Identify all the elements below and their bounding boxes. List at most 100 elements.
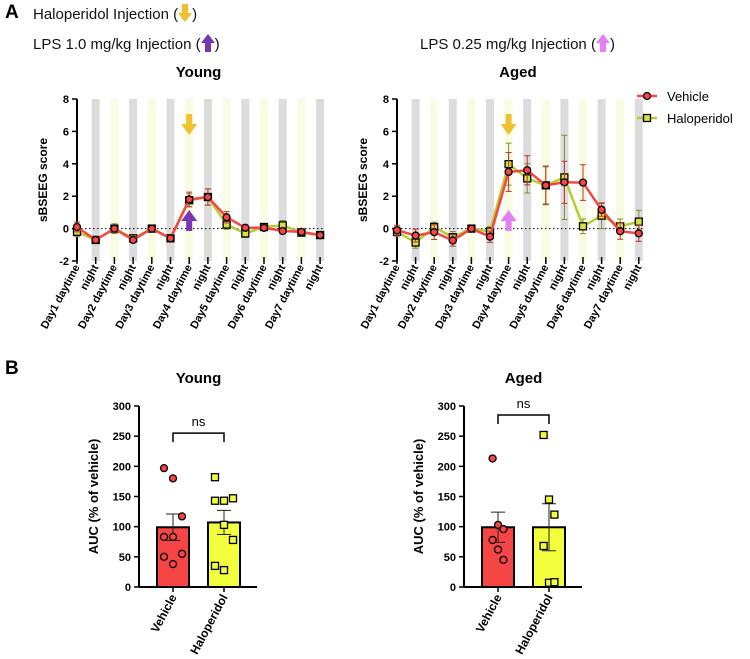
data-point-vehicle — [616, 227, 625, 236]
x-tick-label: Haloperidol — [187, 592, 230, 657]
data-point-vehicle — [91, 235, 100, 245]
x-tick-label: Haloperidol — [512, 592, 555, 657]
y-tick-label: 50 — [444, 552, 456, 564]
bar-chart-aged: Aged 0 50 100 150 200 250 300 AUC (% of vehicle)… — [411, 370, 582, 657]
y-tick-label: -2 — [59, 256, 69, 268]
y-tick-label: 8 — [63, 94, 69, 106]
data-point-vehicle — [560, 178, 569, 187]
y-tick-label: 2 — [63, 191, 69, 203]
y-axis-label: AUC (% of vehicle) — [411, 439, 426, 555]
data-point-vehicle — [128, 235, 138, 245]
y-tick-label: 0 — [383, 224, 389, 236]
data-point-vehicle — [541, 181, 550, 190]
y-tick-label: 0 — [63, 224, 69, 236]
y-tick-label: -2 — [379, 256, 389, 268]
lps-up-arrow-icon — [181, 210, 198, 231]
data-point-vehicle — [523, 166, 532, 175]
error-bar — [542, 503, 556, 552]
day-stripe — [430, 99, 439, 261]
legend-marker-vehicle — [642, 91, 652, 101]
x-tick-label: Day1 daytime — [359, 263, 403, 331]
data-point-vehicle — [241, 223, 250, 232]
day-stripe — [467, 99, 476, 261]
data-point-vehicle — [177, 549, 187, 558]
data-point-vehicle — [488, 454, 497, 463]
data-point-vehicle — [177, 512, 187, 521]
y-axis-label: sBSEEG score — [36, 138, 50, 222]
y-axis-label: AUC (% of vehicle) — [86, 439, 101, 555]
data-point-haloperidol — [228, 494, 238, 503]
y-tick-label: 6 — [63, 126, 69, 138]
y-tick-label: 300 — [113, 401, 131, 413]
night-stripe — [316, 99, 325, 261]
data-point-vehicle — [578, 178, 588, 187]
significance-label: ns — [192, 414, 206, 429]
line-chart-aged: Aged -2 0 2 4 6 8 sBSEEG score Day1 daytime night… — [356, 64, 645, 331]
day-stripe — [260, 99, 268, 261]
day-stripe — [616, 99, 625, 261]
haloperidol-down-arrow-icon — [181, 114, 198, 135]
data-point-vehicle — [499, 524, 508, 534]
data-point-vehicle — [110, 224, 119, 233]
x-tick-label: Vehicle — [473, 592, 505, 635]
data-point-vehicle — [203, 192, 213, 202]
up-arrow-icon — [595, 34, 610, 52]
night-stripe — [278, 99, 287, 261]
y-tick-label: 200 — [438, 461, 456, 473]
x-tick-label: Vehicle — [148, 592, 180, 635]
data-point-vehicle — [72, 222, 82, 232]
night-stripe — [634, 99, 643, 261]
data-point-vehicle — [168, 559, 178, 569]
night-stripe — [486, 99, 494, 261]
night-stripe — [241, 99, 250, 261]
data-point-vehicle — [159, 552, 169, 561]
chart-title: Aged — [499, 64, 537, 81]
data-point-haloperidol — [578, 222, 588, 231]
y-axis-label: sBSEEG score — [356, 138, 370, 222]
y-tick-label: 200 — [113, 461, 131, 473]
night-stripe — [91, 99, 100, 261]
x-tick-label: Day1 daytime — [39, 263, 83, 331]
data-point-vehicle — [411, 231, 420, 240]
data-point-haloperidol — [219, 520, 229, 530]
y-tick-label: 250 — [113, 431, 131, 443]
data-point-vehicle — [499, 555, 508, 564]
data-point-haloperidol — [539, 541, 548, 551]
up-arrow-icon — [200, 34, 215, 52]
day-stripe — [222, 99, 231, 261]
legend-label-haloperidol: Haloperidol — [667, 111, 733, 126]
significance-label: ns — [517, 396, 531, 411]
data-point-haloperidol — [228, 535, 238, 545]
data-point-haloperidol — [544, 495, 554, 504]
x-tick-label: night — [303, 262, 326, 292]
night-stripe — [448, 99, 457, 261]
data-point-haloperidol — [634, 217, 643, 226]
data-point-vehicle — [315, 230, 325, 240]
data-point-vehicle — [467, 224, 476, 233]
lps-aged-note: LPS 0.25 mg/kg Injection — [420, 34, 615, 53]
significance-bracket — [172, 432, 225, 443]
y-tick-label: 250 — [438, 431, 456, 443]
data-point-haloperidol — [210, 473, 220, 482]
data-point-vehicle — [597, 205, 606, 214]
data-point-haloperidol — [219, 496, 229, 505]
data-point-vehicle — [493, 545, 503, 554]
y-tick-label: 50 — [119, 552, 131, 564]
lps-young-note: LPS 1.0 mg/kg Injection — [33, 34, 220, 53]
data-point-vehicle — [168, 474, 178, 483]
haloperidol-injection-note: Haloperidol Injection — [33, 4, 197, 23]
lps-young-label: LPS 1.0 mg/kg Injection — [33, 36, 192, 53]
chart-title: Young — [176, 64, 222, 81]
legend-label-vehicle: Vehicle — [667, 89, 709, 104]
y-tick-label: 150 — [438, 492, 456, 504]
y-tick-label: 100 — [438, 522, 456, 534]
bar-chart-young: Young 0 50 100 150 200 250 300 AUC (% of vehicle… — [86, 370, 257, 657]
data-point-vehicle — [488, 535, 497, 545]
down-arrow-icon — [178, 4, 193, 22]
night-stripe — [203, 99, 212, 261]
y-tick-label: 0 — [125, 582, 131, 594]
data-point-haloperidol — [210, 561, 220, 571]
y-tick-label: 6 — [383, 126, 389, 138]
panel-label-b: B — [5, 358, 19, 379]
chart-title: Aged — [505, 370, 543, 387]
